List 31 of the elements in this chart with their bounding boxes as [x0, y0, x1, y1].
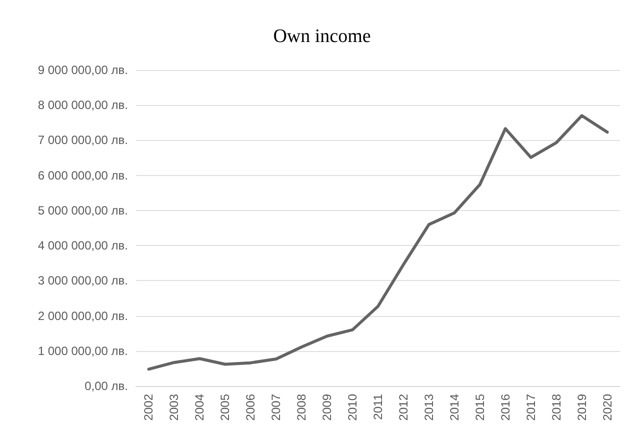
x-tick-label: 2019	[574, 394, 589, 421]
x-tick-label: 2007	[269, 394, 284, 421]
x-tick-label: 2002	[142, 394, 156, 421]
y-tick-label: 0,00 лв.	[84, 379, 128, 393]
y-tick-label: 5 000 000,00 лв.	[38, 203, 128, 218]
y-tick-label: 2 000 000,00 лв.	[38, 308, 128, 323]
x-tick-label: 2010	[346, 394, 360, 421]
line-series	[147, 114, 609, 371]
x-tick-label: 2004	[192, 394, 207, 421]
y-tick-label: 1 000 000,00 лв.	[38, 344, 128, 358]
x-tick-label: 2018	[549, 394, 564, 421]
y-tick-label: 8 000 000,00 лв.	[38, 98, 128, 112]
x-tick-label: 2005	[218, 394, 232, 421]
x-tick-label: 2013	[422, 394, 436, 421]
x-tick-label: 2020	[600, 394, 614, 421]
x-tick-label: 2006	[244, 394, 258, 421]
y-tick-label: 3 000 000,00 лв.	[38, 274, 128, 288]
chart-title: Own income	[273, 26, 371, 47]
x-tick-label: 2015	[472, 394, 487, 421]
x-tick-label: 2009	[320, 394, 334, 421]
x-tick-label: 2012	[396, 394, 410, 421]
x-tick-label: 2008	[294, 394, 309, 421]
y-tick-label: 6 000 000,00 лв.	[38, 168, 128, 182]
x-tick-label: 2016	[498, 394, 512, 421]
x-tick-label: 2011	[371, 394, 385, 420]
x-tick-label: 2003	[167, 394, 182, 421]
y-tick-label: 7 000 000,00 лв.	[38, 133, 128, 148]
x-tick-label: 2017	[524, 394, 538, 421]
y-tick-label: 4 000 000,00 лв.	[38, 238, 128, 253]
x-tick-label: 2014	[447, 394, 462, 421]
y-tick-label: 9 000 000,00 лв.	[38, 63, 128, 77]
